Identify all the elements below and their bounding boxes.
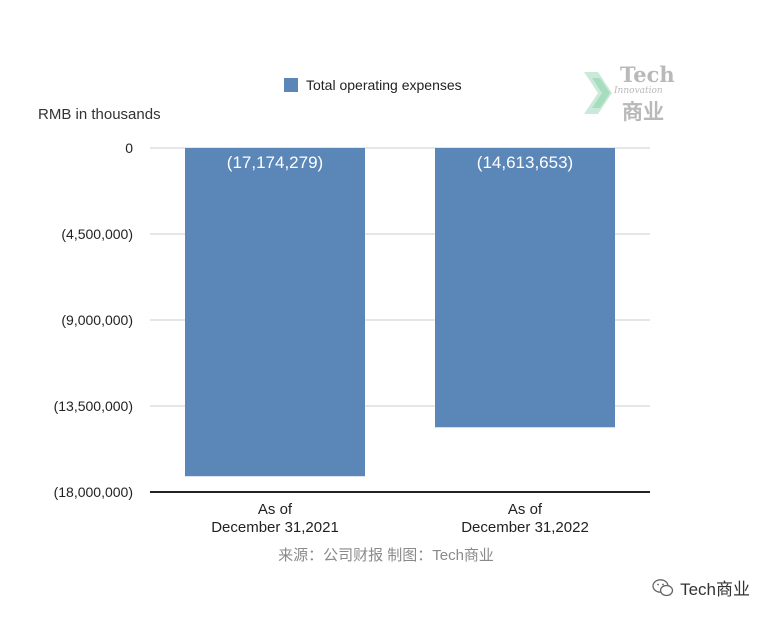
y-tick-label: (9,000,000) xyxy=(61,312,133,328)
bar xyxy=(435,148,615,428)
legend: Total operating expenses xyxy=(284,77,462,93)
wechat-account: Tech商业 xyxy=(652,575,750,600)
wechat-icon xyxy=(652,578,674,596)
source-note: 来源：公司财报 制图：Tech商业 xyxy=(278,547,494,564)
bar xyxy=(185,148,365,477)
chevron-logo-icon xyxy=(584,72,612,114)
data-label: (17,174,279) xyxy=(227,153,323,172)
x-tick-label: As of xyxy=(258,501,293,518)
y-tick-label: (4,500,000) xyxy=(61,226,133,242)
data-label: (14,613,653) xyxy=(477,153,573,172)
legend-swatch xyxy=(284,78,298,92)
x-tick-label: December 31,2021 xyxy=(211,519,339,536)
watermark-line3: 商业 xyxy=(622,101,664,124)
x-tick-label: December 31,2022 xyxy=(461,519,589,536)
x-tick-label: As of xyxy=(508,501,543,518)
y-axis-label: RMB in thousands xyxy=(38,106,161,123)
tech-innovation-watermark-logo: Tech Innovation 商业 xyxy=(582,62,682,124)
y-tick-label: (13,500,000) xyxy=(54,398,133,414)
watermark-line2: Innovation xyxy=(614,86,663,96)
y-tick-label: (18,000,000) xyxy=(54,484,133,500)
watermark-line1: Tech xyxy=(620,62,675,87)
y-tick-label: 0 xyxy=(125,140,133,156)
legend-label: Total operating expenses xyxy=(306,77,462,93)
wechat-label: Tech商业 xyxy=(680,580,750,599)
